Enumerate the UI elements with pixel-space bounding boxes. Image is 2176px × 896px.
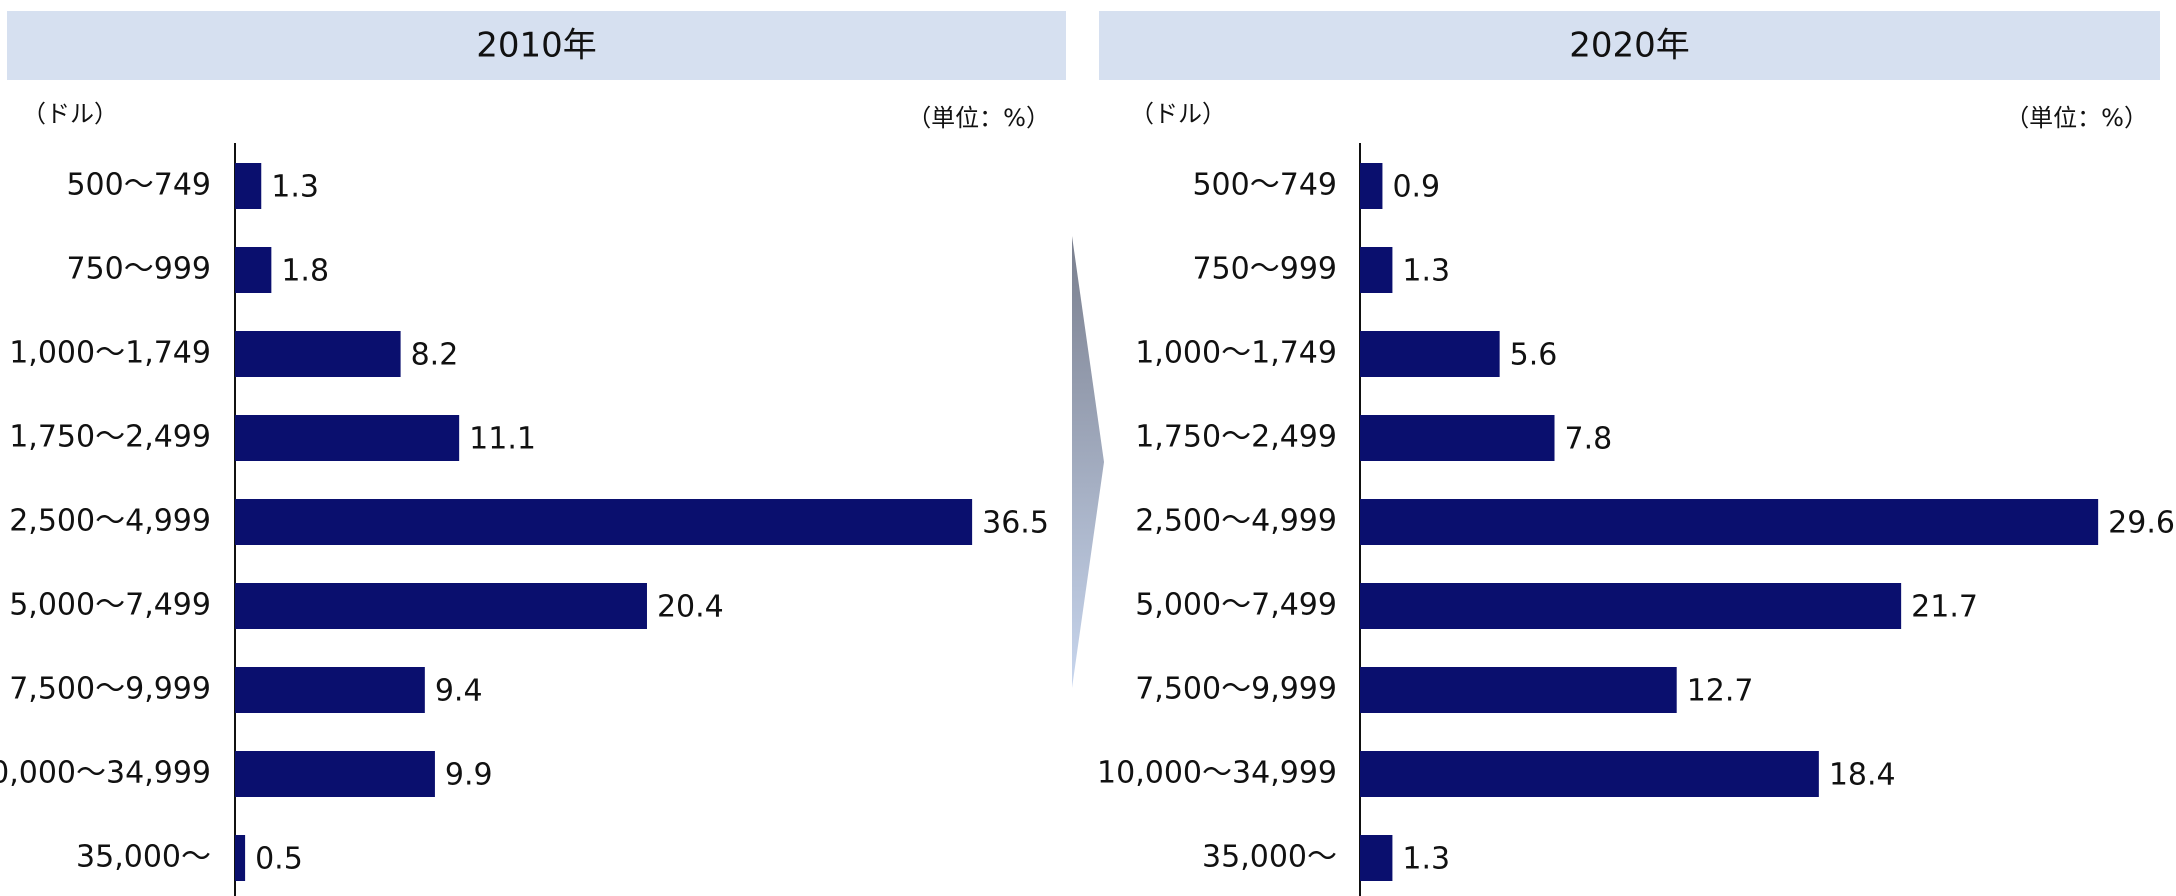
data-label: 9.9 xyxy=(445,758,493,793)
bar xyxy=(235,667,425,713)
data-label: 7.8 xyxy=(1565,422,1613,457)
data-label: 8.2 xyxy=(411,338,459,373)
data-label: 1.3 xyxy=(1402,842,1450,877)
data-label: 0.5 xyxy=(255,842,303,877)
bar xyxy=(1360,667,1677,713)
data-label: 1.3 xyxy=(1402,254,1450,289)
data-label: 1.8 xyxy=(281,254,329,289)
y-tick-label: 750～999 xyxy=(1192,252,1337,287)
y-tick-label: 10,000～34,999 xyxy=(0,756,211,791)
bar xyxy=(235,751,435,797)
panel-header xyxy=(1099,11,2160,80)
y-tick-label: 1,750～2,499 xyxy=(9,420,211,455)
y-tick-label: 7,500～9,999 xyxy=(9,672,211,707)
bar xyxy=(1360,331,1500,377)
y-tick-label: 10,000～34,999 xyxy=(1097,756,1337,791)
y-tick-label: 35,000～ xyxy=(1202,840,1337,875)
y-tick-label: 1,000～1,749 xyxy=(9,336,211,371)
data-label: 12.7 xyxy=(1687,674,1754,709)
bar xyxy=(1360,751,1819,797)
data-label: 36.5 xyxy=(982,506,1049,541)
y-axis-label: （ドル） xyxy=(22,100,118,128)
data-label: 0.9 xyxy=(1392,170,1440,205)
unit-label: （単位：%） xyxy=(907,104,1050,132)
bar xyxy=(1360,583,1902,629)
unit-label: （単位：%） xyxy=(2005,104,2148,132)
bar xyxy=(235,163,262,209)
y-tick-label: 1,750～2,499 xyxy=(1135,420,1337,455)
bar xyxy=(235,415,460,461)
y-tick-label: 2,500～4,999 xyxy=(9,504,211,539)
bar xyxy=(235,835,246,881)
y-tick-label: 750～999 xyxy=(66,252,211,287)
y-tick-label: 1,000～1,749 xyxy=(1135,336,1337,371)
data-label: 9.4 xyxy=(435,674,483,709)
data-label: 18.4 xyxy=(1829,758,1896,793)
bar xyxy=(1360,835,1393,881)
y-tick-label: 35,000～ xyxy=(76,840,211,875)
y-tick-label: 500～749 xyxy=(1192,168,1337,203)
chart-title: 2020年 xyxy=(1569,26,1690,66)
bar xyxy=(235,331,401,377)
arrow xyxy=(1072,236,1104,688)
data-label: 11.1 xyxy=(469,422,536,457)
chart-title: 2010年 xyxy=(476,26,597,66)
y-tick-label: 5,000～7,499 xyxy=(1135,588,1337,623)
data-label: 29.6 xyxy=(2108,506,2175,541)
data-label: 21.7 xyxy=(1911,590,1978,625)
y-tick-label: 2,500～4,999 xyxy=(1135,504,1337,539)
data-label: 1.3 xyxy=(271,170,319,205)
y-tick-label: 7,500～9,999 xyxy=(1135,672,1337,707)
bar xyxy=(1360,247,1393,293)
bar xyxy=(1360,499,2099,545)
bar xyxy=(235,583,647,629)
bar xyxy=(235,499,973,545)
y-tick-label: 5,000～7,499 xyxy=(9,588,211,623)
bar xyxy=(1360,163,1383,209)
panel-header xyxy=(7,11,1066,80)
y-tick-label: 500～749 xyxy=(66,168,211,203)
y-axis-label: （ドル） xyxy=(1130,100,1226,128)
bar xyxy=(235,247,272,293)
bar xyxy=(1360,415,1555,461)
data-label: 5.6 xyxy=(1510,338,1558,373)
data-label: 20.4 xyxy=(657,590,724,625)
